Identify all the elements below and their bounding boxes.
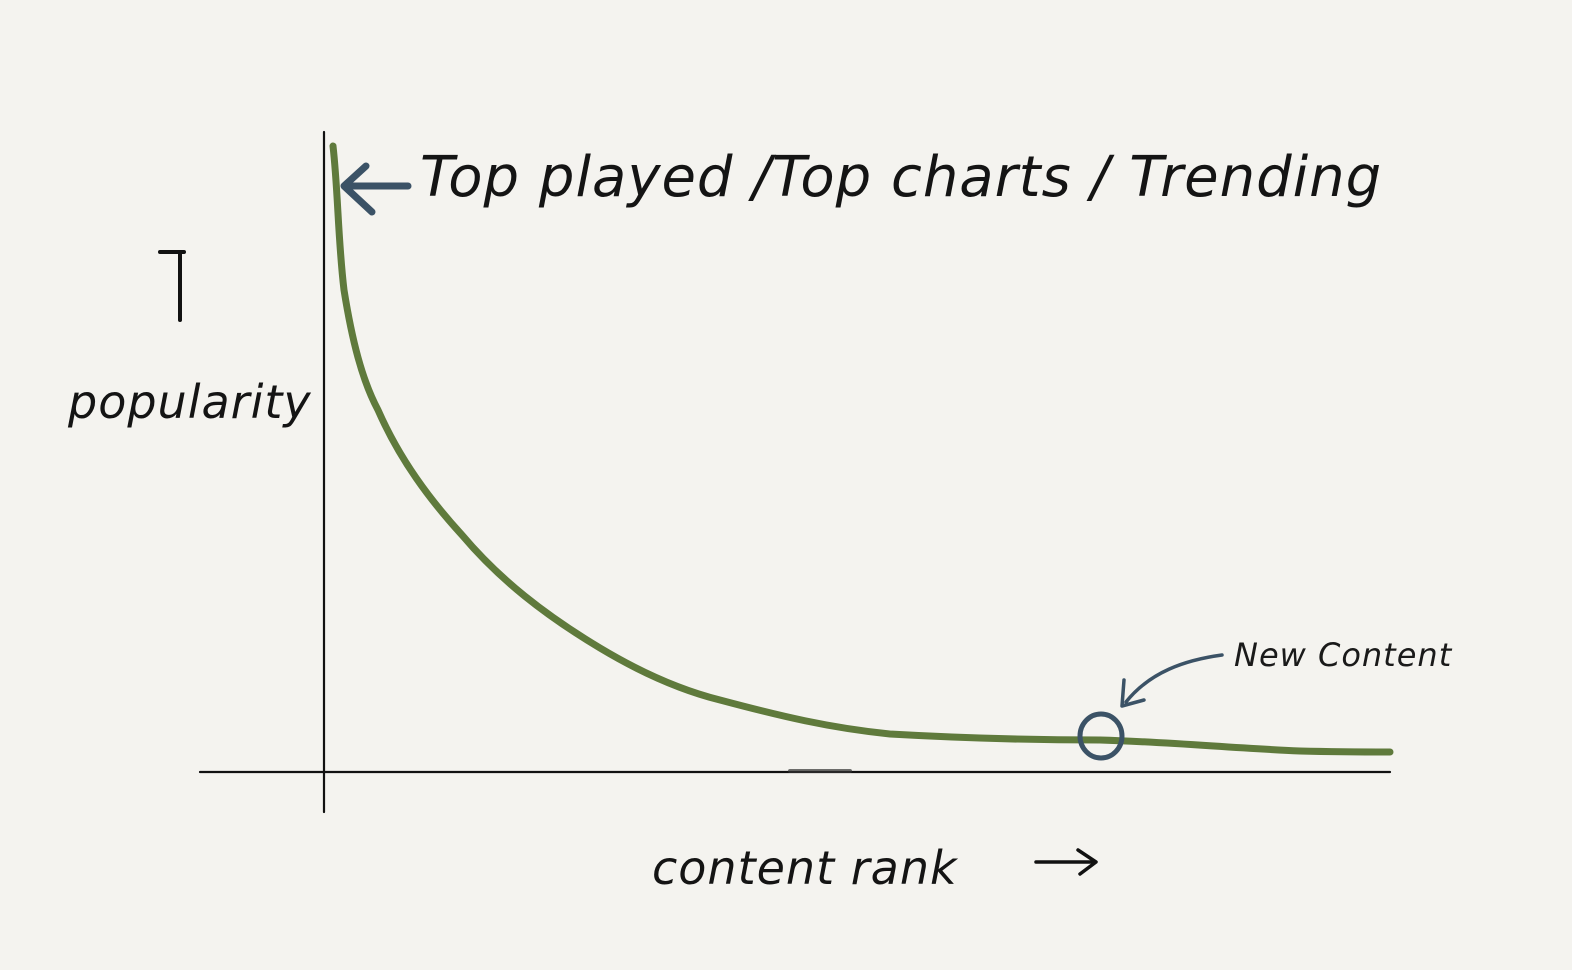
new-content-label: New Content [1234,636,1453,674]
curved-arrow-icon [1120,653,1224,708]
popularity-curve [329,142,1394,756]
circle-marker-icon [1077,711,1125,761]
right-arrow-icon [1034,848,1098,876]
left-arrow-icon [340,162,412,216]
x-axis-label: content rank [652,841,959,895]
y-axis-label: popularity [67,375,312,429]
top-label: Top played /Top charts / Trending [420,145,1382,210]
up-arrow-icon [158,250,186,322]
